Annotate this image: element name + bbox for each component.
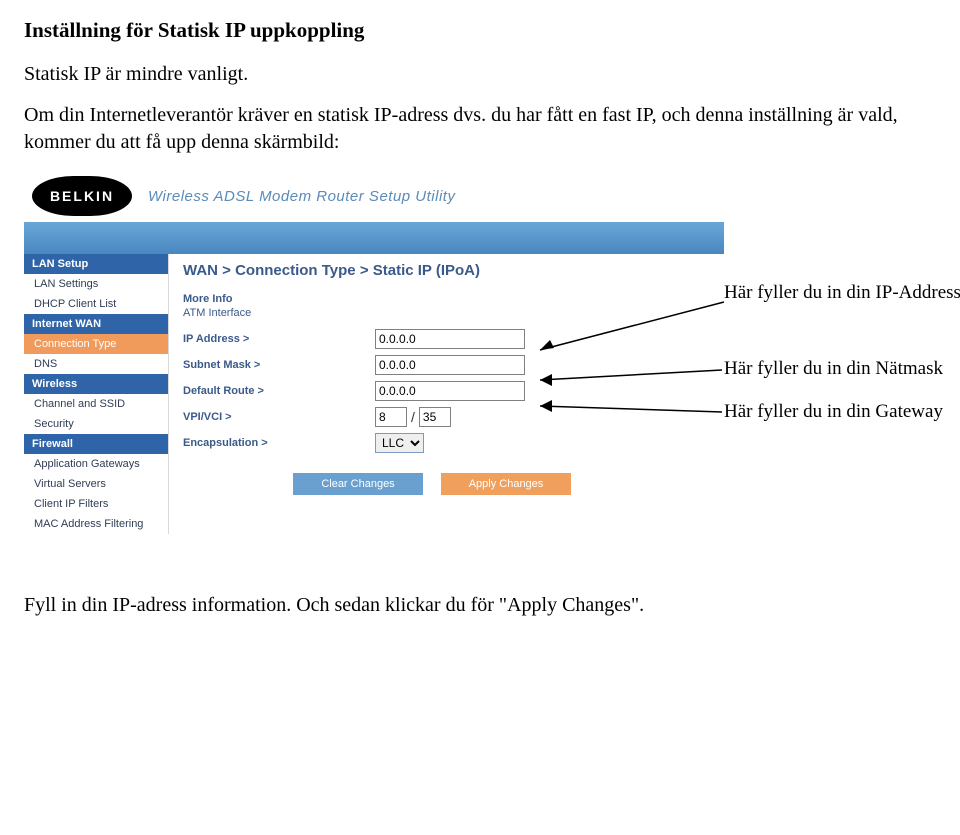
header-bar bbox=[24, 222, 724, 254]
doc-para-2: Om din Internetleverantör kräver en stat… bbox=[24, 102, 936, 156]
label-mask: Subnet Mask > bbox=[183, 359, 375, 371]
sidebar: LAN Setup LAN Settings DHCP Client List … bbox=[24, 254, 169, 534]
label-encap: Encapsulation > bbox=[183, 437, 375, 449]
callout-ip: Här fyller du in din IP-Address bbox=[724, 282, 960, 304]
screenshot-container: BELKIN Wireless ADSL Modem Router Setup … bbox=[24, 170, 936, 534]
sidebar-item-connection-type[interactable]: Connection Type bbox=[24, 334, 168, 354]
input-vci[interactable] bbox=[419, 407, 451, 427]
belkin-badge: BELKIN bbox=[32, 176, 132, 216]
input-subnet-mask[interactable] bbox=[375, 355, 525, 375]
doc-footer: Fyll in din IP-adress information. Och s… bbox=[24, 594, 936, 617]
main-panel: WAN > Connection Type > Static IP (IPoA)… bbox=[169, 254, 724, 534]
label-vpivci: VPI/VCI > bbox=[183, 411, 375, 423]
sidebar-sec-lan: LAN Setup bbox=[24, 254, 168, 274]
utility-title: Wireless ADSL Modem Router Setup Utility bbox=[148, 188, 455, 205]
arrow-mask-icon bbox=[532, 366, 732, 390]
sidebar-item-app-gateways[interactable]: Application Gateways bbox=[24, 454, 168, 474]
router-body: LAN Setup LAN Settings DHCP Client List … bbox=[24, 254, 724, 534]
input-default-route[interactable] bbox=[375, 381, 525, 401]
sidebar-item-mac-filtering[interactable]: MAC Address Filtering bbox=[24, 514, 168, 534]
sidebar-sec-firewall: Firewall bbox=[24, 434, 168, 454]
callout-mask: Här fyller du in din Nätmask bbox=[724, 358, 943, 380]
clear-changes-button[interactable]: Clear Changes bbox=[293, 473, 423, 495]
sidebar-item-dhcp-client-list[interactable]: DHCP Client List bbox=[24, 294, 168, 314]
slash-icon: / bbox=[411, 409, 415, 425]
sidebar-item-dns[interactable]: DNS bbox=[24, 354, 168, 374]
apply-changes-button[interactable]: Apply Changes bbox=[441, 473, 571, 495]
button-row: Clear Changes Apply Changes bbox=[293, 473, 710, 495]
sidebar-item-security[interactable]: Security bbox=[24, 414, 168, 434]
sidebar-sec-wireless: Wireless bbox=[24, 374, 168, 394]
router-header: BELKIN Wireless ADSL Modem Router Setup … bbox=[24, 170, 724, 222]
label-route: Default Route > bbox=[183, 385, 375, 397]
sidebar-sec-wan: Internet WAN bbox=[24, 314, 168, 334]
sidebar-item-channel-ssid[interactable]: Channel and SSID bbox=[24, 394, 168, 414]
sidebar-item-client-ip-filters[interactable]: Client IP Filters bbox=[24, 494, 168, 514]
row-encap: Encapsulation > LLC bbox=[183, 433, 710, 453]
page-title: WAN > Connection Type > Static IP (IPoA) bbox=[183, 262, 710, 279]
sidebar-item-lan-settings[interactable]: LAN Settings bbox=[24, 274, 168, 294]
sidebar-item-virtual-servers[interactable]: Virtual Servers bbox=[24, 474, 168, 494]
belkin-logo: BELKIN bbox=[32, 176, 132, 216]
arrow-ip-icon bbox=[532, 298, 732, 358]
doc-heading: Inställning för Statisk IP uppkoppling bbox=[24, 18, 936, 43]
callout-gateway: Här fyller du in din Gateway bbox=[724, 401, 943, 423]
select-encapsulation[interactable]: LLC bbox=[375, 433, 424, 453]
label-ip: IP Address > bbox=[183, 333, 375, 345]
input-ip-address[interactable] bbox=[375, 329, 525, 349]
input-vpi[interactable] bbox=[375, 407, 407, 427]
arrow-gateway-icon bbox=[532, 398, 732, 418]
doc-para-1: Statisk IP är mindre vanligt. bbox=[24, 61, 936, 88]
